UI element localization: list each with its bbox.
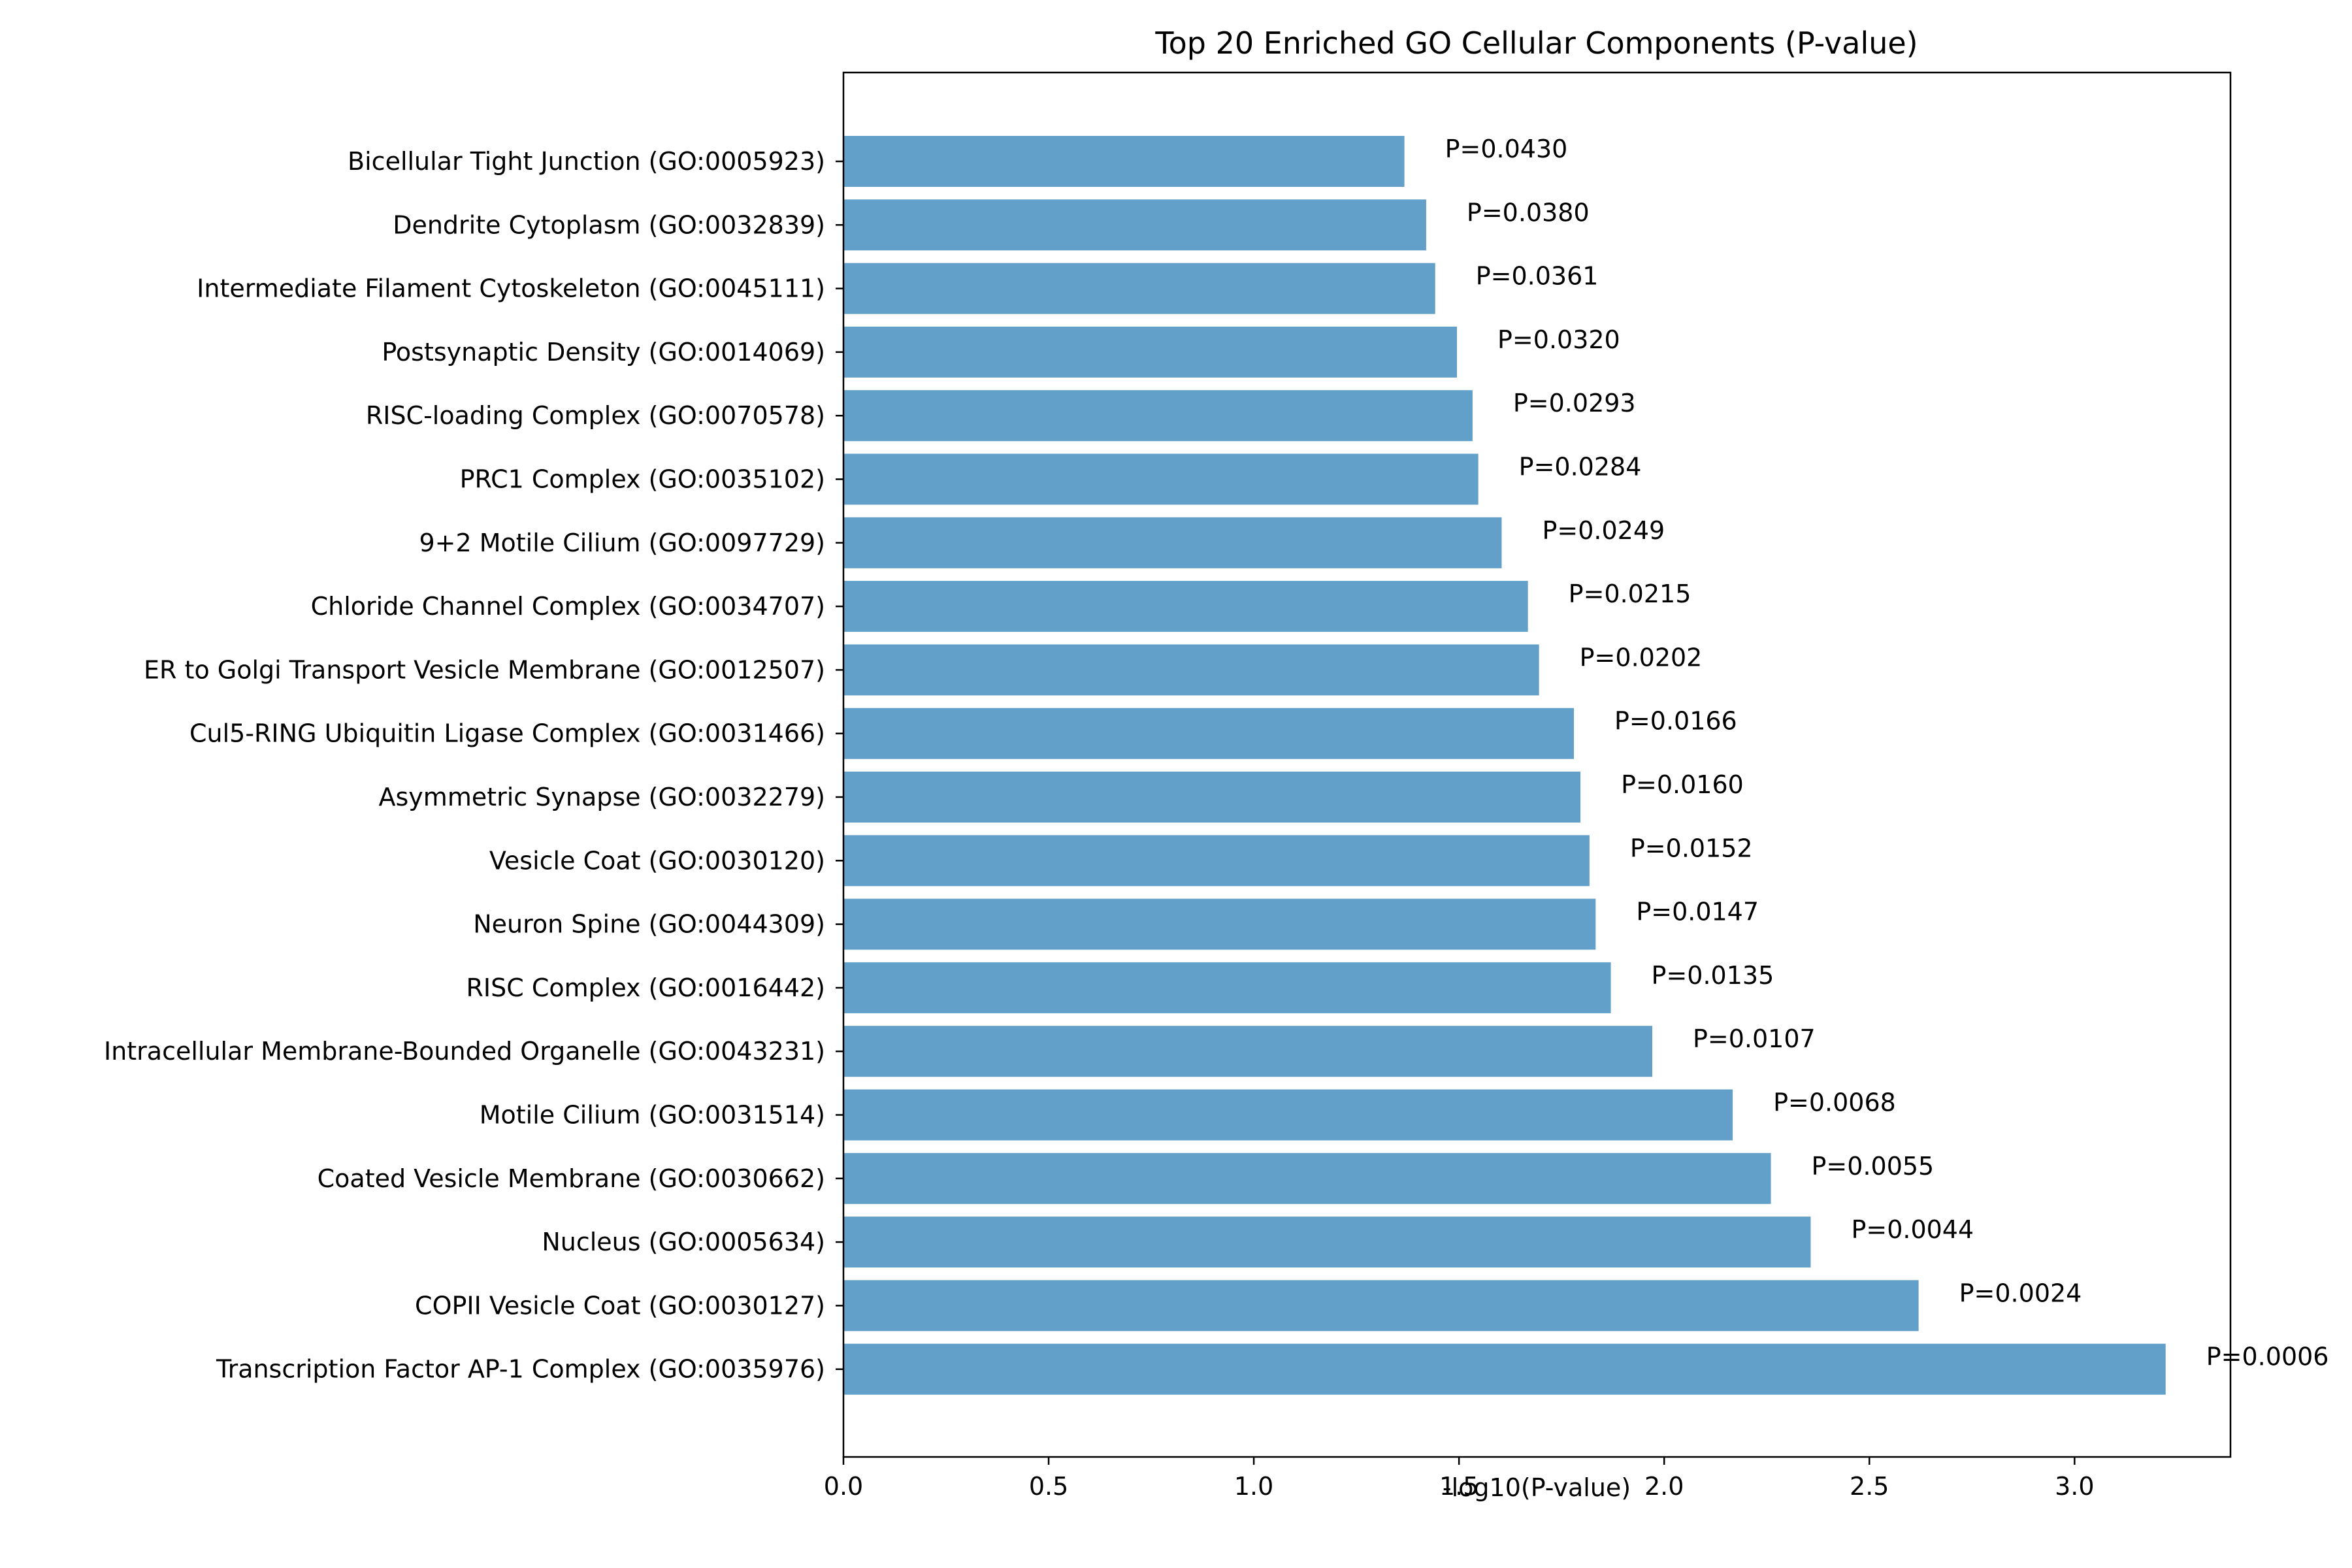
bar: [843, 1217, 1811, 1268]
y-category-label: Intermediate Filament Cytoskeleton (GO:0…: [197, 274, 825, 303]
y-category-label: ER to Golgi Transport Vesicle Membrane (…: [144, 655, 825, 684]
bar-value-label: P=0.0055: [1812, 1152, 1935, 1181]
x-tick-label: 0.0: [824, 1472, 863, 1501]
bar-value-label: P=0.0160: [1621, 770, 1744, 799]
x-tick-label: 2.0: [1644, 1472, 1684, 1501]
bar: [843, 326, 1458, 378]
bar-value-label: P=0.0202: [1580, 643, 1703, 672]
bar-value-label: P=0.0107: [1693, 1024, 1816, 1053]
bar: [843, 898, 1596, 950]
y-category-label: Vesicle Coat (GO:0030120): [489, 846, 825, 875]
bar: [843, 581, 1528, 632]
bar: [843, 1152, 1771, 1204]
x-tick-label: 1.0: [1234, 1472, 1273, 1501]
bar-value-label: P=0.0006: [2206, 1343, 2329, 1371]
bar-value-labels: P=0.0430 P=0.0380 P=0.0361 P=0.0320 P=0.0293…: [1445, 135, 2329, 1371]
bar-value-label: P=0.0147: [1636, 898, 1759, 926]
bar-value-label: P=0.0430: [1445, 135, 1568, 163]
bar: [843, 390, 1473, 442]
bar-value-label: P=0.0166: [1614, 707, 1737, 736]
bar: [843, 708, 1575, 759]
y-category-label: Cul5-RING Ubiquitin Ligase Complex (GO:0…: [189, 719, 825, 748]
x-axis-ticks: 0.0 0.5 1.0 1.5 2.0 2.5 3.0: [824, 1457, 2095, 1501]
bar: [843, 517, 1502, 568]
x-tick-label: 1.5: [1439, 1472, 1478, 1501]
bars-group: [843, 136, 2166, 1395]
x-tick-label: 2.5: [1850, 1472, 1889, 1501]
x-tick-label: 3.0: [2055, 1472, 2094, 1501]
bar: [843, 772, 1581, 823]
x-axis-label: -log10(P-value): [1443, 1473, 1631, 1502]
y-category-label: Neuron Spine (GO:0044309): [473, 910, 825, 939]
bar: [843, 835, 1590, 887]
y-category-label: Coated Vesicle Membrane (GO:0030662): [318, 1164, 825, 1193]
bar-value-label: P=0.0215: [1569, 580, 1691, 608]
bar-value-label: P=0.0068: [1773, 1088, 1896, 1117]
plot-frame: [842, 71, 2232, 1458]
bar-value-label: P=0.0152: [1630, 834, 1753, 862]
bar-value-label: P=0.0135: [1652, 961, 1774, 990]
bar-value-label: P=0.0361: [1476, 262, 1599, 291]
y-category-label: COPII Vesicle Coat (GO:0030127): [415, 1291, 825, 1320]
bar-value-label: P=0.0249: [1542, 516, 1665, 545]
bar: [843, 1280, 1919, 1331]
bar: [843, 1026, 1652, 1077]
bar-value-label: P=0.0024: [1959, 1279, 2082, 1307]
y-category-label: RISC Complex (GO:0016442): [466, 973, 825, 1002]
y-category-label: Dendrite Cytoplasm (GO:0032839): [393, 210, 825, 239]
bar: [843, 453, 1478, 505]
bar-value-label: P=0.0320: [1497, 325, 1620, 354]
y-category-label: PRC1 Complex (GO:0035102): [460, 465, 825, 494]
x-tick-label: 0.5: [1029, 1472, 1068, 1501]
y-category-label: Asymmetric Synapse (GO:0032279): [379, 783, 825, 811]
bar: [843, 136, 1405, 187]
bar: [843, 199, 1426, 251]
bar-value-label: P=0.0293: [1513, 389, 1636, 417]
y-category-label: 9+2 Motile Cilium (GO:0097729): [419, 529, 825, 557]
bar: [843, 263, 1435, 314]
y-category-label: Chloride Channel Complex (GO:0034707): [311, 592, 825, 621]
y-category-label: Intracellular Membrane-Bounded Organelle…: [104, 1037, 825, 1066]
y-category-label: Transcription Factor AP-1 Complex (GO:00…: [216, 1355, 825, 1384]
bar: [843, 1089, 1733, 1141]
y-category-label: Bicellular Tight Junction (GO:0005923): [348, 147, 825, 176]
bar-value-label: P=0.0284: [1519, 453, 1642, 482]
bar: [843, 644, 1539, 696]
bar: [843, 962, 1611, 1013]
bar-value-label: P=0.0044: [1851, 1215, 1974, 1244]
bar: [843, 1343, 2166, 1395]
y-category-label: Nucleus (GO:0005634): [542, 1228, 825, 1256]
chart-title: Top 20 Enriched GO Cellular Components (…: [1154, 25, 1918, 61]
y-category-label: Motile Cilium (GO:0031514): [480, 1101, 825, 1130]
y-category-label: Postsynaptic Density (GO:0014069): [382, 338, 825, 367]
bar-value-label: P=0.0380: [1467, 198, 1590, 227]
y-category-labels: Bicellular Tight Junction (GO:0005923) De…: [104, 147, 843, 1384]
y-category-label: RISC-loading Complex (GO:0070578): [366, 401, 825, 430]
